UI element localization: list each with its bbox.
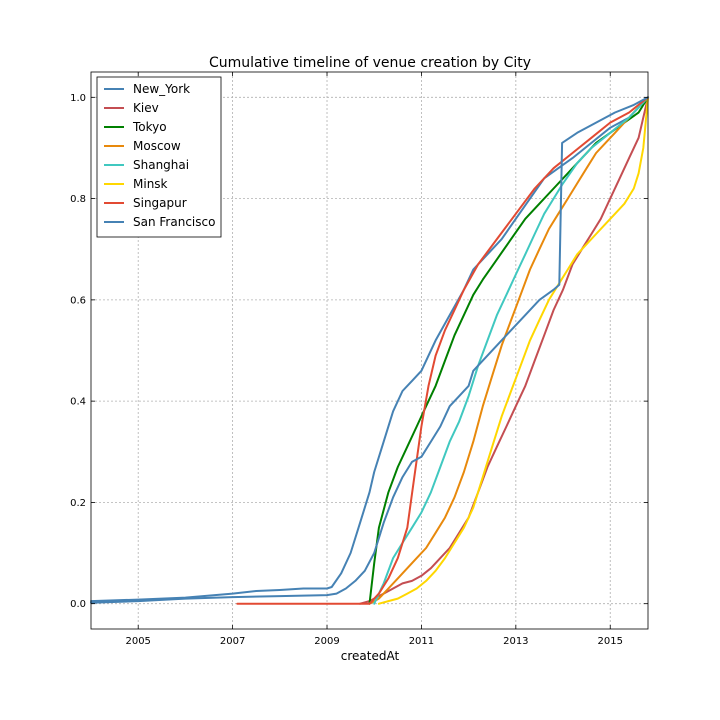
series-line-singapur [236,96,649,605]
legend-label: Singapur [133,196,187,210]
y-tick-label: 0.4 [70,397,86,408]
x-tick-label: 2013 [503,636,528,647]
series-line-kiev [359,96,649,605]
y-tick-label: 0.0 [70,599,86,610]
axis-ticks: 2005 2007 2009 2011 2013 2015 0.0 0.2 0.4 0.6 0.8 1… [70,72,648,647]
y-tick-label: 0.8 [70,194,86,205]
legend: New_York Kiev Tokyo Moscow Shanghai Minsk Sing… [96,76,222,238]
legend-label: Moscow [133,139,181,153]
series-line-moscow [368,96,649,605]
x-tick-label: 2015 [598,636,623,647]
series-line-san-francisco [90,96,649,604]
y-tick-label: 0.6 [70,295,86,306]
legend-label: New_York [133,82,190,96]
series-line-new-york [90,96,649,603]
chart-title: Cumulative timeline of venue creation by… [209,55,531,71]
plot-frame [90,71,649,630]
series-line-minsk [377,96,649,605]
legend-label: Shanghai [133,158,189,172]
x-tick-label: 2007 [220,636,245,647]
x-tick-label: 2005 [125,636,150,647]
series-line-shanghai [373,96,649,605]
legend-label: Tokyo [132,120,167,134]
legend-label: San Francisco [133,215,215,229]
x-tick-label: 2011 [409,636,434,647]
x-tick-label: 2009 [314,636,339,647]
legend-label: Minsk [133,177,168,191]
x-axis-title: createdAt [341,649,400,663]
legend-label: Kiev [133,101,159,115]
y-tick-label: 1.0 [70,93,86,104]
y-tick-label: 0.2 [70,498,86,509]
legend-box [96,76,222,238]
series-lines [90,96,649,605]
